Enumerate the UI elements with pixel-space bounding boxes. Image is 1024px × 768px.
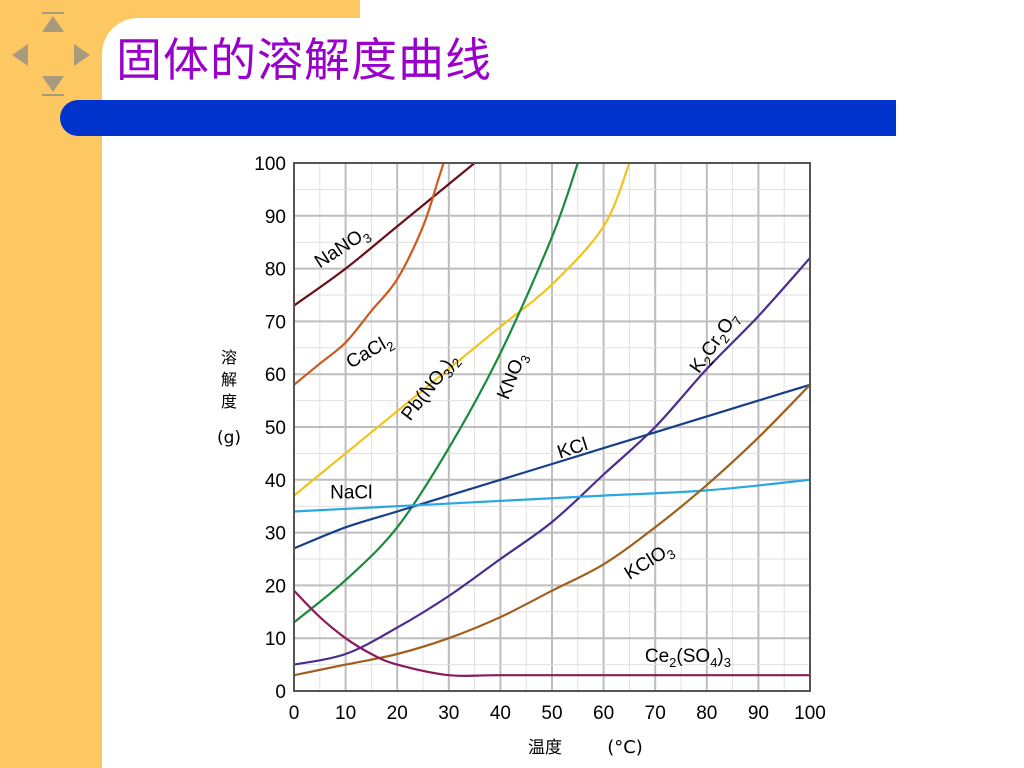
plot-frame — [293, 162, 811, 692]
series-line-KNO3 — [294, 163, 579, 624]
x-tick-label-7: 70 — [645, 703, 666, 724]
y-tick-label-8: 80 — [265, 260, 286, 281]
y-tick-label-9: 90 — [265, 207, 286, 228]
y-tick-label-1: 10 — [265, 629, 286, 650]
x-tick-label-2: 20 — [387, 703, 408, 724]
y-tick-labels: 0 10 20 30 40 50 60 70 80 90 100 — [254, 154, 286, 703]
y-tick-label-0: 0 — [275, 682, 286, 703]
y-tick-label-7: 70 — [265, 312, 286, 333]
x-tick-label-9: 90 — [748, 703, 769, 724]
y-tick-label-3: 30 — [265, 524, 286, 545]
series-line-NaNO3 — [294, 163, 476, 307]
nav-up-icon[interactable] — [42, 16, 64, 32]
slide-title: 固体的溶解度曲线 — [116, 33, 492, 87]
y-axis-label: 溶 解 度 (g) — [217, 348, 241, 448]
nav-down-icon[interactable] — [42, 76, 64, 92]
series-line-KCl — [294, 383, 810, 550]
series-lines — [294, 163, 810, 678]
y-tick-label-10: 100 — [254, 154, 286, 175]
x-tick-label-0: 0 — [289, 703, 300, 724]
series-line-K2Cr2O7 — [294, 257, 810, 666]
y-axis-label-unit: (g) — [217, 428, 241, 448]
y-axis-label-line-1: 溶 — [221, 348, 237, 367]
nav-right-icon[interactable] — [74, 44, 90, 66]
x-tick-label-1: 10 — [335, 703, 356, 724]
y-tick-label-4: 40 — [265, 471, 286, 492]
x-axis-label: 温度 — [528, 738, 562, 758]
y-tick-label-2: 20 — [265, 576, 286, 597]
y-axis-label-line-3: 度 — [221, 392, 237, 411]
series-line-NaCl — [294, 478, 810, 513]
series-label-Ce2(SO4)3: Ce2(SO4)3 — [645, 646, 731, 670]
x-tick-label-10: 100 — [794, 703, 826, 724]
x-tick-label-8: 80 — [696, 703, 717, 724]
title-panel — [102, 18, 1002, 100]
series-label-NaCl: NaCl — [330, 482, 372, 503]
x-axis-unit: (°C) — [607, 737, 643, 758]
nav-cluster — [8, 10, 98, 100]
x-tick-label-4: 40 — [490, 703, 511, 724]
x-tick-label-3: 30 — [438, 703, 459, 724]
x-tick-label-5: 50 — [541, 703, 562, 724]
series-line-Pb(NO3)2 — [294, 163, 631, 497]
series-line-CaCl2 — [294, 163, 445, 386]
title-underline-band — [60, 100, 896, 136]
y-axis-label-line-2: 解 — [221, 370, 237, 389]
series-line-Ce2(SO4)3 — [294, 589, 810, 678]
nav-bottom-bar-icon — [42, 94, 64, 96]
nav-left-icon[interactable] — [12, 44, 28, 66]
nav-top-bar-icon — [42, 12, 64, 14]
solubility-chart: 0 10 20 30 40 50 60 70 80 90 100 0 10 20 30 40 50 60 70 80… — [217, 154, 826, 758]
x-tick-label-6: 60 — [593, 703, 614, 724]
series-line-KClO3 — [294, 384, 810, 677]
x-tick-labels: 0 10 20 30 40 50 60 70 80 90 100 — [289, 703, 826, 724]
y-tick-label-6: 60 — [265, 365, 286, 386]
y-tick-label-5: 50 — [265, 418, 286, 439]
